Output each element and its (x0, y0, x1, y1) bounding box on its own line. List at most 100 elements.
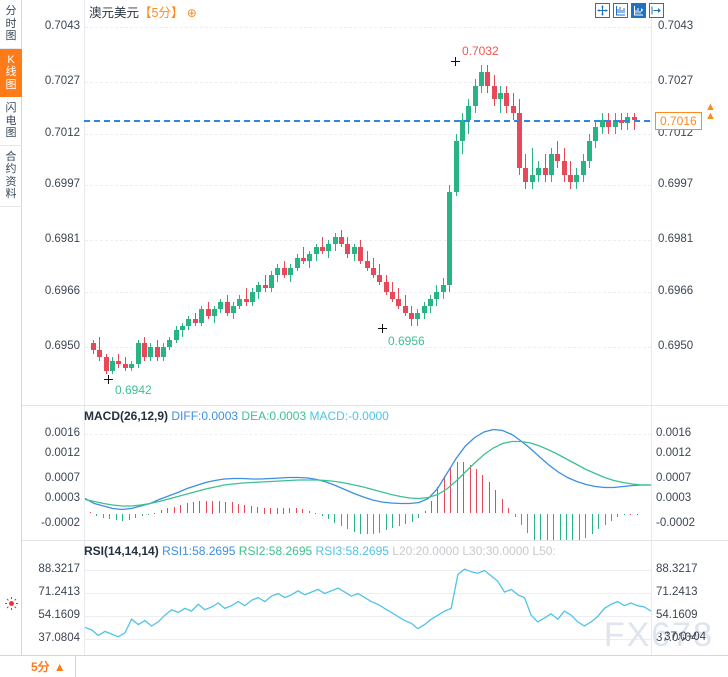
price-tick-right: 0.7027 (658, 75, 694, 88)
macd-histogram-bar (585, 513, 587, 538)
sidebar-item-label: 时 (5, 17, 17, 30)
sidebar-item-timeshare-chart[interactable]: 分时图 (0, 0, 22, 49)
macd-histogram-bar (270, 507, 272, 514)
macd-histogram-bar (295, 508, 297, 514)
candle-body (568, 175, 573, 182)
candle-body (370, 267, 376, 275)
price-axis-right: 0.7043 0.7027 0.7012 0.6997 0.6981 0.6966 0.69… (650, 0, 728, 405)
candle-body (485, 71, 491, 86)
candle-body (339, 236, 344, 244)
candle-body (250, 291, 255, 303)
rsi1-value: RSI1:58.2695 (162, 544, 236, 558)
macd-histogram-bar (424, 511, 426, 514)
macd-tick-left: 0.0016 (44, 426, 80, 439)
macd-histogram-bar (192, 502, 194, 514)
candle-body (561, 161, 567, 175)
macd-histogram-bar (482, 474, 484, 514)
macd-histogram-bar (430, 500, 432, 514)
candle-body (453, 140, 459, 193)
macd-histogram-bar (527, 513, 529, 534)
macd-histogram-bar (572, 513, 574, 540)
candle-body (192, 319, 198, 323)
candle-body (230, 305, 236, 313)
zoom-chart-button[interactable] (631, 3, 646, 18)
price-tick-left: 0.7043 (44, 20, 80, 33)
price-arrow-icon: ▲ ▲ (705, 101, 716, 122)
candle-body (396, 298, 402, 306)
macd-histogram-bar (617, 513, 619, 518)
rsi-tick-left: 54.1609 (38, 609, 80, 622)
candle-body (377, 274, 383, 282)
macd-histogram-bar (443, 475, 445, 514)
candle-body (129, 364, 135, 368)
macd-histogram-bar (398, 513, 400, 527)
fit-chart-button[interactable] (613, 3, 628, 18)
macd-dea-line (85, 440, 651, 507)
candle-body (243, 298, 249, 303)
macd-plot[interactable] (84, 406, 652, 540)
macd-histogram-bar (334, 513, 336, 523)
rsi-l20-label: L20:20.0000 (392, 544, 459, 558)
price-gridline (85, 82, 651, 84)
candlestick-plot[interactable] (84, 0, 652, 405)
macd-histogram-bar (636, 513, 638, 515)
macd-histogram-bar (591, 513, 593, 534)
candle-body (580, 161, 586, 175)
price-tick-left: 0.7027 (44, 75, 80, 88)
sidebar-item-flash-chart[interactable]: 闪电图 (0, 97, 22, 146)
macd-diff-value: DIFF:0.0003 (171, 409, 239, 423)
sidebar-item-contract-info[interactable]: 合约资料 (0, 146, 22, 207)
rsi-plot[interactable] (84, 541, 652, 655)
candle-body (205, 309, 211, 316)
candle-body (466, 106, 472, 120)
macd-histogram-bar (257, 507, 259, 514)
candle-body (510, 106, 516, 114)
macd-histogram-bar (611, 513, 612, 521)
price-tick-left: 0.6966 (44, 284, 80, 297)
candle-body (593, 126, 599, 141)
candle-body (599, 120, 605, 127)
move-tool-button[interactable] (595, 3, 610, 18)
rsi-panel: RSI(14,14,14) RSI1:58.2695 RSI2:58.2695 … (22, 540, 728, 655)
price-tick-right: 0.6981 (658, 233, 694, 246)
candle-body (91, 343, 96, 351)
candle-body (180, 326, 185, 330)
macd-histogram-bar (321, 513, 323, 516)
macd-histogram-bar (501, 498, 503, 514)
macd-histogram-bar (328, 513, 329, 520)
candle-body (364, 260, 370, 268)
candle-body (199, 309, 205, 323)
macd-tick-right: 0.0003 (656, 491, 692, 504)
candle-body (447, 192, 453, 285)
macd-histogram-bar (623, 513, 625, 515)
sun-icon[interactable] (5, 597, 18, 615)
candle-body (523, 168, 529, 182)
sidebar-item-label: 图 (5, 127, 17, 139)
candle-body (491, 85, 497, 100)
macd-histogram-bar (379, 513, 381, 533)
macd-histogram-bar (360, 513, 362, 534)
macd-histogram-bar (508, 507, 510, 514)
rsi-header: RSI(14,14,14) RSI1:58.2695 RSI2:58.2695 … (84, 544, 556, 558)
shift-right-button[interactable] (649, 3, 664, 18)
macd-tick-right: -0.0002 (656, 516, 696, 529)
crosshair-icon[interactable]: ⊕ (183, 6, 197, 20)
macd-histogram-bar (469, 464, 471, 514)
macd-histogram-bar (598, 513, 600, 530)
price-tick-right: 0.7043 (658, 20, 694, 33)
candle-body (517, 113, 523, 169)
macd-histogram-bar (154, 512, 156, 514)
candle-body (275, 267, 281, 275)
macd-tick-left: 0.0012 (44, 446, 80, 459)
macd-histogram-bar (353, 513, 355, 532)
macd-histogram-bar (186, 503, 188, 514)
candle-body (415, 312, 421, 320)
macd-histogram-bar (141, 513, 143, 517)
macd-histogram-bar (520, 513, 522, 526)
candle-wick (264, 274, 266, 292)
sidebar-item-label: 线 (5, 66, 17, 78)
triangle-up-icon: ▲ (53, 659, 66, 674)
timeframe-tab[interactable]: 5分 ▲ (22, 656, 76, 677)
